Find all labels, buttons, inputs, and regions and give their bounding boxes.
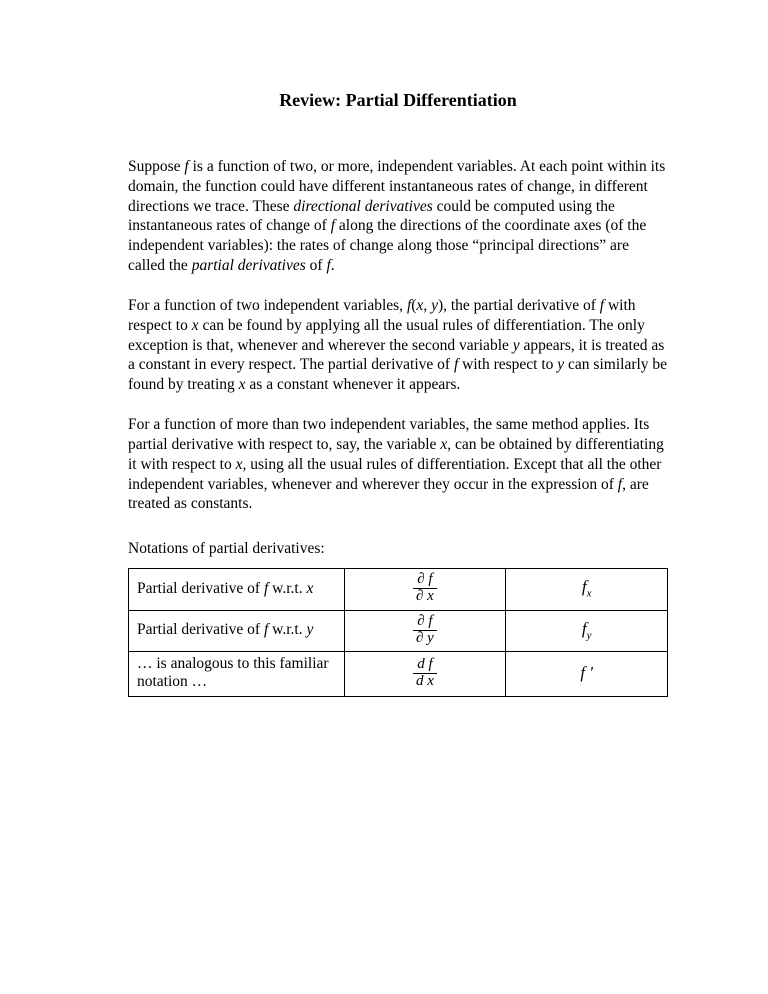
r3-den: d x (413, 674, 437, 690)
r1-desc-a: Partial derivative of (137, 580, 264, 597)
r2-var: y (306, 621, 313, 638)
table-row: … is analogous to this familiar notation… (129, 652, 668, 697)
r3-num: d f (413, 657, 437, 674)
p3-var-x-2: x (236, 456, 243, 473)
r3-short-main: f ' (580, 663, 593, 682)
r1-den: ∂ x (413, 589, 437, 605)
paragraph-3: For a function of more than two independ… (128, 415, 668, 514)
p2-comma: , (423, 297, 431, 314)
paragraph-1: Suppose f is a function of two, or more,… (128, 157, 668, 276)
notation-heading: Notations of partial derivatives: (128, 540, 668, 558)
row2-subscript: fy (506, 610, 668, 652)
r2-den: ∂ y (413, 631, 437, 647)
fraction-icon: d f d x (413, 657, 437, 690)
p1-text-g: of (306, 257, 327, 274)
row3-leibniz: d f d x (344, 652, 506, 697)
p2-var-y-2: y (513, 337, 520, 354)
r2-desc-b: w.r.t. (268, 621, 306, 638)
p2-var-y-1: y (431, 297, 438, 314)
r1-short-sub: x (587, 588, 592, 600)
r1-var: x (306, 580, 313, 597)
row1-leibniz: ∂ f ∂ x (344, 569, 506, 611)
fraction-icon: ∂ f ∂ x (413, 572, 437, 605)
document-page: Review: Partial Differentiation Suppose … (0, 0, 768, 757)
row1-subscript: fx (506, 569, 668, 611)
row1-description: Partial derivative of f w.r.t. x (129, 569, 345, 611)
p2-text-h: with respect to (458, 356, 557, 373)
p1-text-a: Suppose (128, 158, 184, 175)
fraction-icon: ∂ f ∂ y (413, 614, 437, 647)
notation-table: Partial derivative of f w.r.t. x ∂ f ∂ x… (128, 568, 668, 697)
paragraph-2: For a function of two independent variab… (128, 296, 668, 395)
table-row: Partial derivative of f w.r.t. y ∂ f ∂ y… (129, 610, 668, 652)
page-title: Review: Partial Differentiation (128, 90, 668, 111)
r2-desc-a: Partial derivative of (137, 621, 264, 638)
p2-var-x-2: x (192, 317, 199, 334)
r3-desc-a: … is analogous to this familiar notation… (137, 655, 329, 690)
row2-leibniz: ∂ f ∂ y (344, 610, 506, 652)
r1-num: ∂ f (413, 572, 437, 589)
r2-num: ∂ f (413, 614, 437, 631)
table-row: Partial derivative of f w.r.t. x ∂ f ∂ x… (129, 569, 668, 611)
p2-text-d: ), the partial derivative of (438, 297, 600, 314)
p2-text-j: as a constant whenever it appears. (246, 376, 461, 393)
r2-short-sub: y (587, 629, 592, 641)
row3-description: … is analogous to this familiar notation… (129, 652, 345, 697)
p2-var-x-3: x (239, 376, 246, 393)
row3-prime: f ' (506, 652, 668, 697)
p1-text-h: . (331, 257, 335, 274)
p1-term-partial: partial derivatives (192, 257, 306, 274)
r1-desc-b: w.r.t. (268, 580, 306, 597)
p1-term-directional: directional derivatives (293, 198, 432, 215)
row2-description: Partial derivative of f w.r.t. y (129, 610, 345, 652)
p2-text-a: For a function of two independent variab… (128, 297, 407, 314)
